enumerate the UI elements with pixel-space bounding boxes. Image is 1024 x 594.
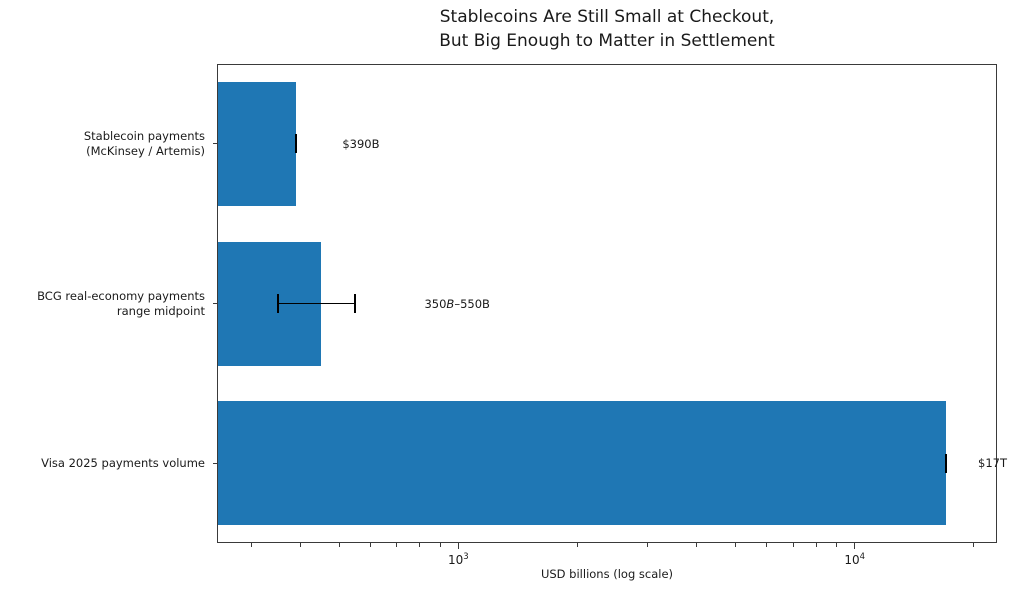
y-tick-label: Visa 2025 payments volume [41,455,205,470]
bar-0 [218,81,297,206]
x-major-tick [854,543,856,549]
error-bar-cap [276,294,279,313]
error-bar-cap [945,453,948,473]
y-tick [212,302,217,305]
error-bar-cap [295,134,298,154]
bar-annotation: $390B [342,136,380,151]
bar-annotation: 350B–550B [424,296,490,311]
y-tick-label: BCG real-economy payments range midpoint [37,289,205,318]
x-minor-tick [734,543,736,547]
bar-annotation: $17T [978,456,1007,471]
x-minor-tick [250,543,252,547]
x-major-tick [457,543,460,549]
x-minor-tick [646,543,648,547]
x-minor-tick [338,543,340,547]
y-tick-label: Stablecoin payments (McKinsey / Artemis) [83,129,205,158]
x-tick-label: 104 [844,552,866,567]
x-minor-tick [369,543,371,547]
bar-2 [218,401,947,526]
x-minor-tick [836,543,838,547]
chart-title-line1: Stablecoins Are Still Small at Checkout, [439,7,775,27]
x-minor-tick [696,543,698,547]
chart-title-line2: But Big Enough to Matter in Settlement [439,31,775,51]
x-minor-tick [973,543,975,547]
error-bar-cap [354,294,357,313]
x-minor-tick [396,543,398,547]
x-minor-tick [815,543,817,547]
y-tick [212,143,217,145]
x-minor-tick [419,543,421,547]
x-minor-tick [792,543,794,547]
x-axis-title: USD billions (log scale) [540,567,674,581]
x-tick-label: 103 [448,552,469,567]
chart-title: Stablecoins Are Still Small at Checkout,… [217,5,997,53]
x-minor-tick [300,543,302,547]
x-minor-tick [577,543,579,547]
error-bar [277,302,356,305]
x-minor-tick [439,543,441,547]
y-tick [212,462,217,464]
x-minor-tick [766,543,768,547]
